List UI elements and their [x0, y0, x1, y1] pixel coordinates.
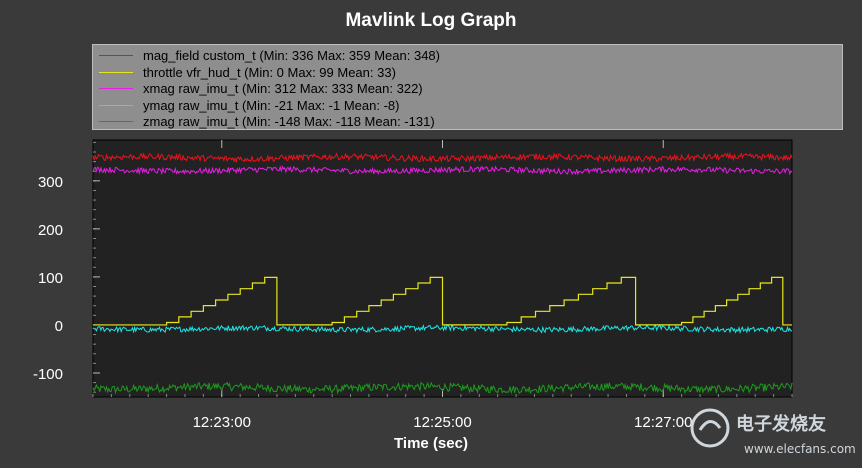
legend-label: ymag raw_imu_t (Min: -21 Max: -1 Mean: -…	[143, 97, 400, 113]
legend-label: xmag raw_imu_t (Min: 312 Max: 333 Mean: …	[143, 80, 423, 96]
legend-swatch	[99, 87, 133, 89]
legend-item-throttle: throttle vfr_hud_t (Min: 0 Max: 99 Mean:…	[93, 64, 396, 80]
plot-area	[92, 139, 793, 398]
y-tick-label: 0	[55, 318, 63, 335]
y-tick-label: -100	[33, 366, 63, 383]
watermark-brand: 电子发烧友	[736, 414, 826, 435]
series-line-0	[92, 151, 793, 164]
watermark: 电子发烧友 www.elecfans.com	[684, 404, 856, 466]
series-line-1	[92, 276, 793, 326]
chart-title: Mavlink Log Graph	[345, 10, 517, 31]
y-tick-label: 200	[38, 222, 63, 239]
series-line-2	[92, 164, 793, 176]
legend-label: throttle vfr_hud_t (Min: 0 Max: 99 Mean:…	[143, 64, 396, 80]
series-line-3	[92, 323, 793, 335]
legend-item-zmag: zmag raw_imu_t (Min: -148 Max: -118 Mean…	[93, 113, 435, 129]
legend-label: mag_field custom_t (Min: 336 Max: 359 Me…	[143, 47, 440, 63]
watermark-url: www.elecfans.com	[744, 442, 856, 456]
y-tick-label: 100	[38, 270, 63, 287]
y-tick-label: 300	[38, 174, 63, 191]
legend-swatch	[99, 104, 133, 106]
x-tick-label: 12:27:00	[634, 414, 692, 431]
legend-item-xmag: xmag raw_imu_t (Min: 312 Max: 333 Mean: …	[93, 80, 423, 96]
legend-swatch	[99, 71, 133, 73]
legend-swatch	[99, 54, 133, 56]
series-line-4	[92, 381, 793, 395]
legend: mag_field custom_t (Min: 336 Max: 359 Me…	[92, 44, 843, 130]
x-tick-label: 12:25:00	[413, 414, 471, 431]
x-axis-title: Time (sec)	[394, 435, 468, 452]
x-tick-label: 12:23:00	[193, 414, 251, 431]
legend-item-mag-field: mag_field custom_t (Min: 336 Max: 359 Me…	[93, 47, 440, 63]
legend-label: zmag raw_imu_t (Min: -148 Max: -118 Mean…	[143, 113, 435, 129]
legend-item-ymag: ymag raw_imu_t (Min: -21 Max: -1 Mean: -…	[93, 97, 399, 113]
legend-swatch	[99, 120, 133, 122]
watermark-logo-icon	[690, 408, 730, 448]
